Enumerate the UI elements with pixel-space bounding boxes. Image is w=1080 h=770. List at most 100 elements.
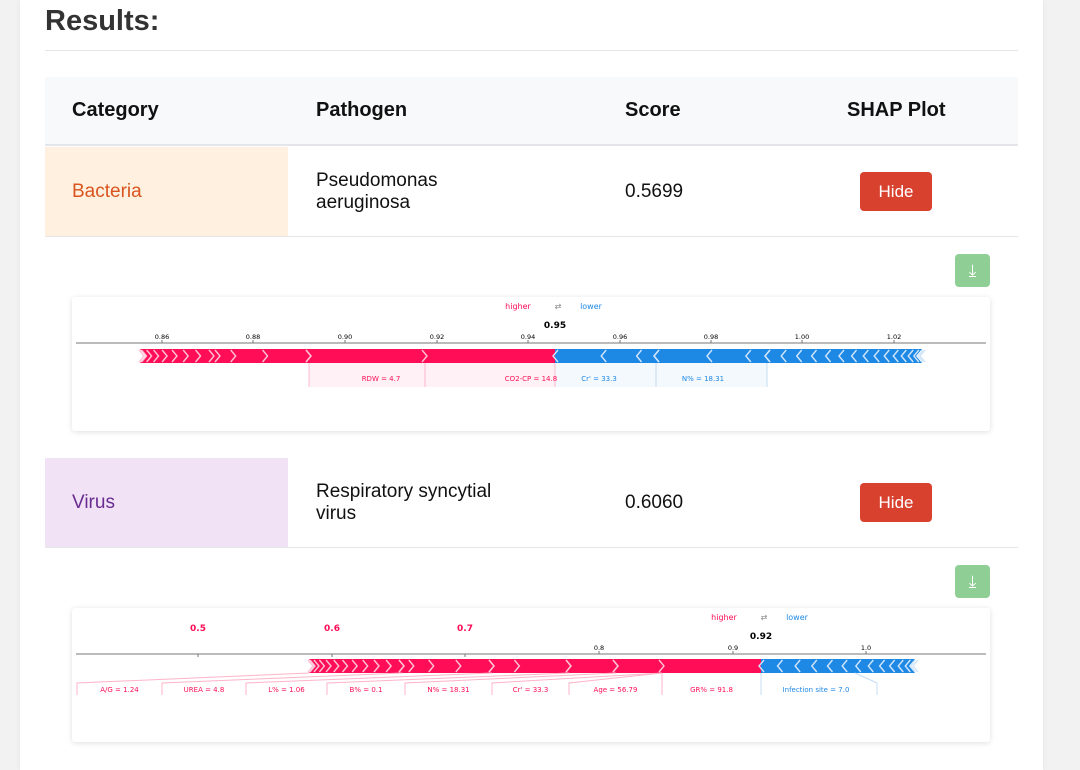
pathogen-cell: Respiratory syncytial virus [316, 458, 516, 547]
bar-chevron [552, 349, 559, 363]
bar-chevron [909, 659, 916, 673]
score-cell: 0.5699 [625, 180, 684, 202]
feature-connector [404, 672, 617, 695]
positive-feature-label: N% = 18.31 [427, 686, 469, 694]
positive-force-bar [140, 349, 555, 363]
bar-chevron [758, 659, 765, 673]
bar-chevron [838, 349, 845, 363]
bar-chevron [373, 659, 380, 673]
bar-chevron [854, 659, 862, 673]
tick-label: 0.98 [704, 333, 718, 341]
bar-chevron [351, 659, 359, 673]
bar-chevron [867, 659, 874, 673]
hide-shap-button[interactable]: Hide [860, 172, 932, 211]
bar-chevron [309, 659, 316, 673]
feature-connector [326, 672, 570, 695]
bar-chevron [362, 659, 369, 673]
negative-feature-label: Cr' = 33.3 [581, 375, 617, 383]
download-icon: ⤓ [968, 261, 977, 280]
positive-feature-label: B% = 0.1 [350, 686, 383, 694]
tick-label-large: 0.6 [324, 624, 340, 634]
tick-label-large: 0.5 [190, 624, 206, 634]
legend-lower: lower [580, 302, 603, 311]
bar-chevron [919, 349, 926, 363]
legend-lower: lower [786, 613, 809, 622]
pathogen-cell: Pseudomonas aeruginosa [316, 147, 516, 236]
bar-chevron [488, 659, 495, 673]
category-label: Bacteria [72, 180, 142, 202]
bar-chevron [810, 349, 818, 363]
bar-chevron [878, 659, 886, 673]
bar-chevron [214, 349, 221, 363]
bar-chevron [153, 349, 160, 363]
shap-plot-svg: higher ⇄ lower 0.92 0.8 0.9 1.0 0.5 0.6 0.7 A/G = … [72, 608, 986, 695]
legend-higher: higher [711, 613, 737, 622]
positive-feature-label: Age = 56.79 [594, 686, 638, 694]
bar-chevron [455, 659, 462, 673]
shap-force-plot: higher ⇄ lower 0.95 0.86 0.88 0.90 0.92 0.94 0.96… [72, 297, 990, 431]
tick-label-large: 0.7 [457, 624, 473, 634]
bar-chevron [421, 349, 428, 363]
bar-chevron [883, 349, 890, 363]
bar-chevron [897, 659, 904, 673]
output-value: 0.92 [750, 632, 772, 642]
bar-chevron [146, 349, 153, 363]
bar-chevron [262, 349, 269, 363]
download-button[interactable]: ⤓ [955, 565, 990, 598]
pathogen-name-line2: aeruginosa [316, 191, 411, 213]
positive-force-bar [309, 659, 761, 673]
bar-chevron [307, 659, 314, 673]
negative-feature-label: N% = 18.31 [682, 375, 724, 383]
bar-chevron [612, 659, 619, 673]
bar-chevron [140, 349, 148, 363]
feature-connector [491, 672, 663, 695]
bar-chevron [862, 349, 869, 363]
tick-label: 0.88 [246, 333, 260, 341]
download-button[interactable]: ⤓ [955, 254, 990, 287]
bar-chevron [907, 349, 914, 363]
bar-chevron [912, 349, 920, 363]
positive-feature-label: A/G = 1.24 [100, 686, 139, 694]
category-cell: Bacteria [45, 147, 288, 236]
bar-chevron [171, 349, 178, 363]
bar-chevron [873, 349, 880, 363]
bar-chevron [658, 659, 665, 673]
bar-chevron [318, 659, 326, 673]
positive-feature-label: GR% = 91.8 [690, 686, 733, 694]
bar-chevron [776, 659, 784, 673]
bar-chevron [194, 349, 202, 363]
bar-chevron [653, 349, 660, 363]
shap-plot-svg: higher ⇄ lower 0.95 0.86 0.88 0.90 0.92 0.94 0.96… [72, 297, 986, 387]
header-shap-plot: SHAP Plot [847, 99, 946, 121]
bar-chevron [841, 659, 848, 673]
positive-feature-label: Cr' = 33.3 [513, 686, 549, 694]
bar-chevron [208, 349, 215, 363]
bar-chevron [325, 659, 332, 673]
pathogen-name-line1: Pseudomonas [316, 169, 438, 191]
bar-chevron [794, 659, 801, 673]
feature-connector [568, 672, 663, 695]
bar-chevron [230, 349, 237, 363]
header-score: Score [625, 99, 681, 121]
hide-shap-button[interactable]: Hide [860, 483, 932, 522]
page-title: Results: [45, 5, 160, 37]
swap-arrows-icon: ⇄ [555, 302, 562, 311]
pathogen-name-line1: Respiratory syncytial [316, 480, 492, 502]
negative-feature-label: Infection site = 7.0 [783, 686, 850, 694]
swap-arrows-icon: ⇄ [761, 613, 768, 622]
download-icon: ⤓ [968, 572, 977, 591]
negative-force-bar [761, 659, 915, 673]
bar-chevron [850, 349, 858, 363]
output-value: 0.95 [544, 321, 566, 331]
bar-chevron [428, 659, 435, 673]
positive-feature-label: L% = 1.06 [268, 686, 305, 694]
bar-chevron [138, 349, 145, 363]
table-row: Bacteria Pseudomonas aeruginosa 0.5699 H… [45, 147, 1018, 237]
bar-chevron [900, 349, 907, 363]
tick-label: 0.9 [728, 644, 738, 652]
tick-label: 0.8 [594, 644, 604, 652]
bar-chevron [408, 659, 415, 673]
tick-label: 0.96 [613, 333, 627, 341]
feature-connector [161, 672, 403, 695]
score-cell: 0.6060 [625, 491, 684, 513]
